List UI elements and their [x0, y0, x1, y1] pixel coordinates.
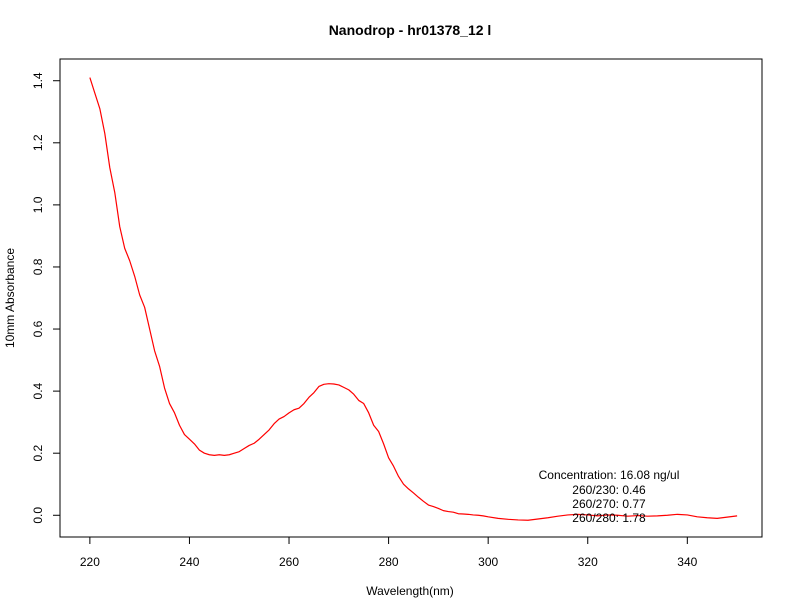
- x-tick-label: 220: [80, 555, 100, 569]
- y-tick-label: 0.2: [31, 445, 45, 462]
- plot-frame: [59, 58, 763, 538]
- y-tick-label: 0.0: [31, 507, 45, 524]
- y-tick-label: 1.4: [31, 72, 45, 89]
- x-tick-label: 240: [179, 555, 199, 569]
- y-axis-label: 10mm Absorbance: [3, 248, 17, 348]
- y-tick-label: 0.8: [31, 258, 45, 275]
- annotation-ratio-260-230: 260/230: 0.46: [572, 483, 646, 497]
- y-tick-label: 0.4: [31, 382, 45, 399]
- x-axis: 220 240 260 280 300 320 340: [80, 537, 698, 569]
- y-tick-label: 0.6: [31, 320, 45, 337]
- series-group: [89, 77, 738, 521]
- annotation-block: Concentration: 16.08 ng/ul 260/230: 0.46…: [539, 468, 680, 525]
- annotation-concentration: Concentration: 16.08 ng/ul: [539, 468, 680, 482]
- x-tick-label: 260: [279, 555, 299, 569]
- chart-title: Nanodrop - hr01378_12 l: [329, 22, 492, 38]
- y-tick-label: 1.0: [31, 196, 45, 213]
- x-tick-label: 320: [578, 555, 598, 569]
- y-axis: 0.0 0.2 0.4 0.6 0.8 1.0 1.2 1.4: [31, 72, 60, 524]
- x-tick-label: 340: [677, 555, 697, 569]
- annotation-ratio-260-280: 260/280: 1.78: [572, 511, 646, 525]
- y-tick-label: 1.2: [31, 134, 45, 151]
- x-axis-label: Wavelength(nm): [366, 584, 454, 598]
- x-tick-label: 280: [379, 555, 399, 569]
- absorbance-series-line: [89, 77, 738, 521]
- x-tick-label: 300: [478, 555, 498, 569]
- annotation-ratio-260-270: 260/270: 0.77: [572, 497, 646, 511]
